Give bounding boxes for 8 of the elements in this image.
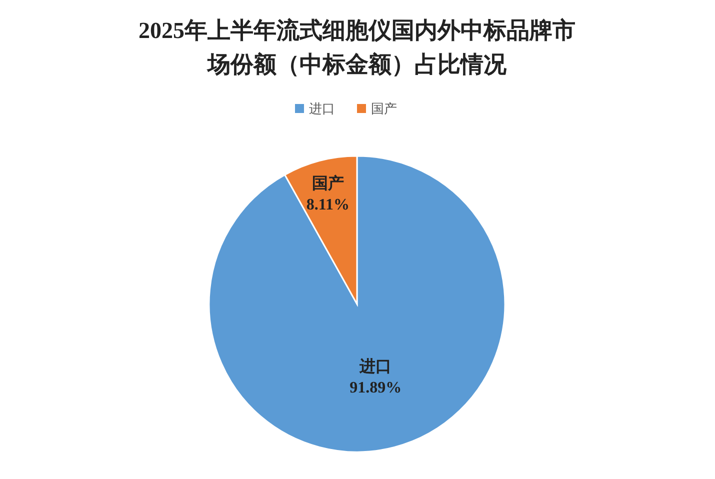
data-label: 8.11% [306,196,350,214]
slice-label: 国产 [312,174,344,192]
data-label: 91.89% [350,380,402,397]
legend-label: 国产 [371,102,397,117]
chart-title: 2025年上半年流式细胞仪国内外中标品牌市场份额（中标金额）占比情况 [138,17,576,79]
slice-label: 进口 [358,358,392,376]
pie-slice [208,155,506,452]
legend-label: 进口 [309,102,335,117]
